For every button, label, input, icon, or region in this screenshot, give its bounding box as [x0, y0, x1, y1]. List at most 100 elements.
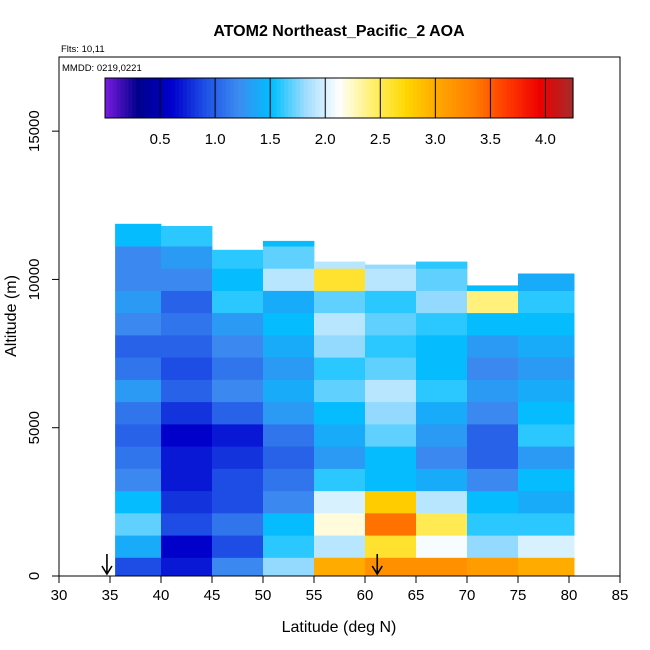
heatmap-cell [365, 290, 417, 314]
heatmap-cell [161, 268, 213, 291]
heatmap-cell [161, 226, 213, 247]
heatmap-cell [365, 268, 417, 291]
colorbar-swatch [233, 78, 239, 118]
heatmap-cell [518, 335, 575, 358]
colorbar-swatch [444, 78, 449, 118]
heatmap-cell [115, 446, 162, 469]
heatmap-cell [365, 513, 417, 536]
colorbar-swatch [498, 78, 504, 118]
heatmap-cell [115, 290, 162, 314]
heatmap-cell [263, 424, 315, 447]
heatmap-cell [518, 312, 575, 336]
colorbar-swatch [167, 78, 172, 118]
colorbar-swatch [393, 78, 399, 118]
colorbar-swatch [163, 78, 168, 118]
colorbar-swatch [222, 78, 227, 118]
colorbar-swatch [553, 78, 558, 118]
colorbar-swatch [124, 78, 129, 118]
heatmap-cell [115, 379, 162, 403]
heatmap-cell [212, 379, 264, 403]
colorbar-swatch [424, 78, 430, 118]
heatmap-cell [416, 424, 468, 447]
colorbar-swatch [292, 78, 297, 118]
heatmap-cell [314, 261, 366, 269]
colorbar-swatch [276, 78, 282, 118]
colorbar-swatch [300, 78, 305, 118]
heatmap-cell [365, 312, 417, 336]
heatmap-cell [416, 446, 468, 469]
colorbar-swatch [440, 78, 445, 118]
x-tick-label: 85 [612, 587, 629, 604]
heatmap-cell [314, 468, 366, 492]
colorbar-swatch [534, 78, 539, 118]
heatmap-cell [416, 535, 468, 558]
colorbar-swatch [374, 78, 379, 118]
heatmap-cell [115, 468, 162, 492]
chart-title: ATOM2 Northeast_Pacific_2 AOA [213, 23, 465, 40]
colorbar-swatch [284, 78, 289, 118]
colorbar-swatch [218, 78, 223, 118]
heatmap-cell [416, 268, 468, 291]
heatmap-cell [365, 264, 417, 269]
heatmap-cell [115, 223, 162, 247]
heatmap-cell [161, 513, 213, 536]
heatmap-cell [467, 401, 519, 425]
heatmap-cell [161, 424, 213, 447]
heatmap-cell [263, 468, 315, 492]
colorbar-swatch [241, 78, 246, 118]
heatmap-cell [212, 535, 264, 558]
colorbar-tick-label: 3.0 [425, 131, 446, 148]
heatmap-cell [161, 246, 213, 269]
heatmap-cell [212, 424, 264, 447]
arrow-marker [371, 554, 383, 576]
heatmap-cell [416, 261, 468, 269]
heatmap-cell [263, 290, 315, 314]
colorbar-swatch [335, 78, 340, 118]
heatmap-cell [115, 357, 162, 380]
colorbar-swatch [183, 78, 188, 118]
colorbar-swatch [495, 78, 500, 118]
heatmap-cell [467, 357, 519, 380]
colorbar-swatch [202, 78, 207, 118]
colorbar-swatch [105, 78, 110, 118]
heatmap-cell [467, 557, 519, 577]
colorbar-swatch [327, 78, 332, 118]
heatmap-cell [518, 557, 575, 577]
heatmap-cell [416, 401, 468, 425]
colorbar-swatch [280, 78, 285, 118]
heatmap-cell [467, 335, 519, 358]
colorbar-swatch [237, 78, 243, 118]
heatmap-cell [115, 535, 162, 558]
colorbar-swatch [319, 78, 324, 118]
colorbar-swatch [198, 78, 204, 118]
colorbar-swatch [420, 78, 426, 118]
heatmap-cell [314, 513, 366, 536]
colorbar-swatch [245, 78, 250, 118]
colorbar-swatch [112, 78, 118, 118]
colorbar-swatch [467, 78, 473, 118]
heatmap-cell [263, 246, 315, 269]
colorbar-swatch [303, 78, 309, 118]
colorbar-swatch [479, 78, 484, 118]
heatmap-cell [518, 535, 575, 558]
heatmap-cell [161, 490, 213, 514]
colorbar-swatch [561, 78, 566, 118]
colorbar-swatch [190, 78, 196, 118]
colorbar-swatch [144, 78, 149, 118]
x-tick-label: 50 [255, 587, 272, 604]
heatmap-cell [467, 468, 519, 492]
colorbar-swatch [140, 78, 145, 118]
colorbar-swatch [487, 78, 492, 118]
colorbar-swatch [120, 78, 126, 118]
plot-area [115, 223, 575, 577]
heatmap-cell [467, 446, 519, 469]
colorbar-swatch [264, 78, 270, 118]
colorbar-swatch [401, 78, 406, 118]
heatmap-cell [365, 379, 417, 403]
heatmap-cell [314, 379, 366, 403]
heatmap-cell [263, 379, 315, 403]
colorbar-swatch [257, 78, 262, 118]
colorbar-swatch [549, 78, 555, 118]
heatmap-cell [263, 513, 315, 536]
